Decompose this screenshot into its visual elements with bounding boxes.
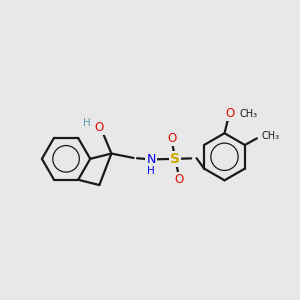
Text: O: O — [167, 132, 176, 145]
Text: N: N — [146, 153, 156, 166]
Text: H: H — [147, 166, 155, 176]
Text: O: O — [94, 122, 104, 134]
Text: H: H — [83, 118, 91, 128]
Text: CH₃: CH₃ — [239, 109, 257, 119]
Text: O: O — [225, 107, 234, 120]
Text: O: O — [174, 173, 184, 186]
Text: CH₃: CH₃ — [262, 131, 280, 141]
Text: S: S — [170, 152, 180, 166]
